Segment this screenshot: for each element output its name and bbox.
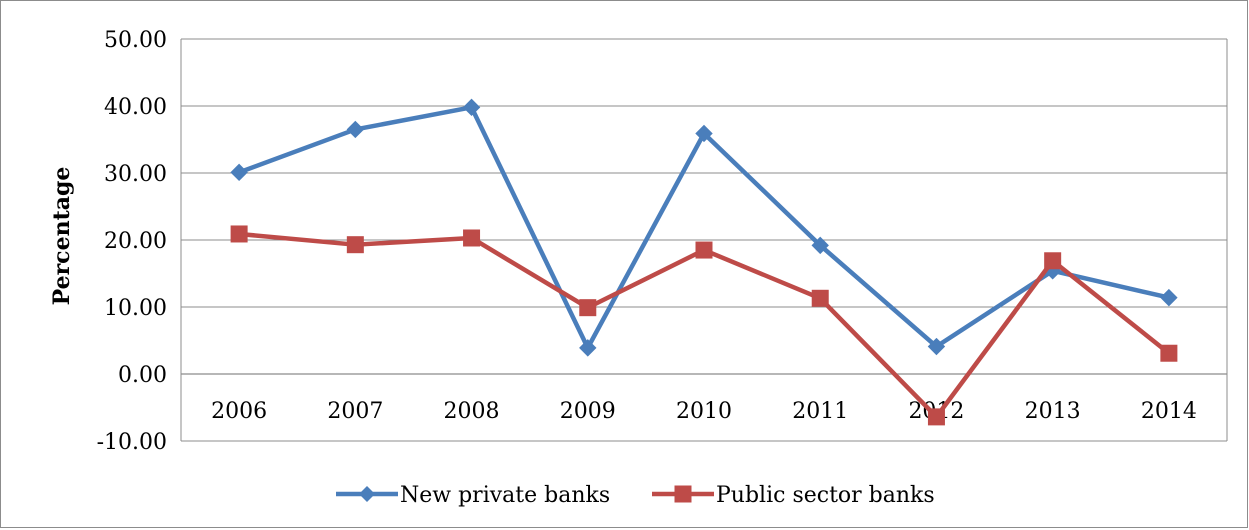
x-tick-label: 2006: [211, 399, 267, 424]
data-point: [230, 225, 248, 243]
data-point: [811, 236, 829, 255]
x-tick-label: 2013: [1025, 399, 1081, 424]
series-public-sector-banks: [230, 225, 1178, 426]
x-tick-label: 2008: [444, 399, 500, 424]
data-point: [695, 241, 713, 259]
legend-label: Public sector banks: [716, 483, 935, 508]
plot-area: [180, 39, 1228, 441]
y-tick-label: 10.00: [104, 296, 167, 321]
data-point: [230, 163, 248, 182]
x-tick-label: 2009: [560, 399, 616, 424]
y-tick-label: 40.00: [104, 95, 167, 120]
x-tick-label: 2014: [1141, 399, 1197, 424]
y-axis-tick-labels: 50.00 40.00 30.00 20.00 10.00 0.00 -10.00: [97, 28, 167, 455]
legend-marker: [674, 485, 692, 503]
data-point: [579, 299, 597, 317]
y-tick-label: 0.00: [118, 363, 167, 388]
data-point: [927, 408, 945, 426]
data-point: [346, 236, 364, 254]
series-new-private-banks: [230, 98, 1178, 357]
x-tick-label: 2011: [792, 399, 848, 424]
series-line: [238, 105, 1170, 351]
y-tick-label: 30.00: [104, 162, 167, 187]
gridlines: [181, 38, 1227, 442]
data-point: [1044, 252, 1062, 270]
data-point: [811, 289, 829, 307]
series-line: [238, 231, 1171, 420]
x-axis-tick-labels: 200620072008200920102011201220132014: [211, 399, 1197, 424]
legend-item: Public sector banks: [652, 483, 935, 508]
y-tick-label: -10.00: [97, 430, 167, 455]
data-point: [463, 229, 481, 247]
x-tick-label: 2010: [676, 399, 732, 424]
legend-marker: [359, 486, 375, 502]
data-point: [462, 98, 481, 117]
y-tick-label: 20.00: [104, 229, 167, 254]
y-tick-label: 50.00: [104, 28, 167, 53]
legend-label: New private banks: [400, 483, 610, 508]
data-point: [579, 339, 597, 357]
data-point: [346, 120, 365, 139]
series-layer: [230, 98, 1178, 426]
legend-item: New private banks: [336, 483, 610, 508]
data-point: [1160, 344, 1178, 362]
data-point: [695, 124, 713, 143]
legend: New private banks Public sector banks: [336, 483, 935, 508]
data-point: [1160, 288, 1178, 307]
x-tick-label: 2007: [327, 399, 383, 424]
y-axis-title: Percentage: [49, 167, 75, 306]
data-point: [927, 337, 946, 356]
